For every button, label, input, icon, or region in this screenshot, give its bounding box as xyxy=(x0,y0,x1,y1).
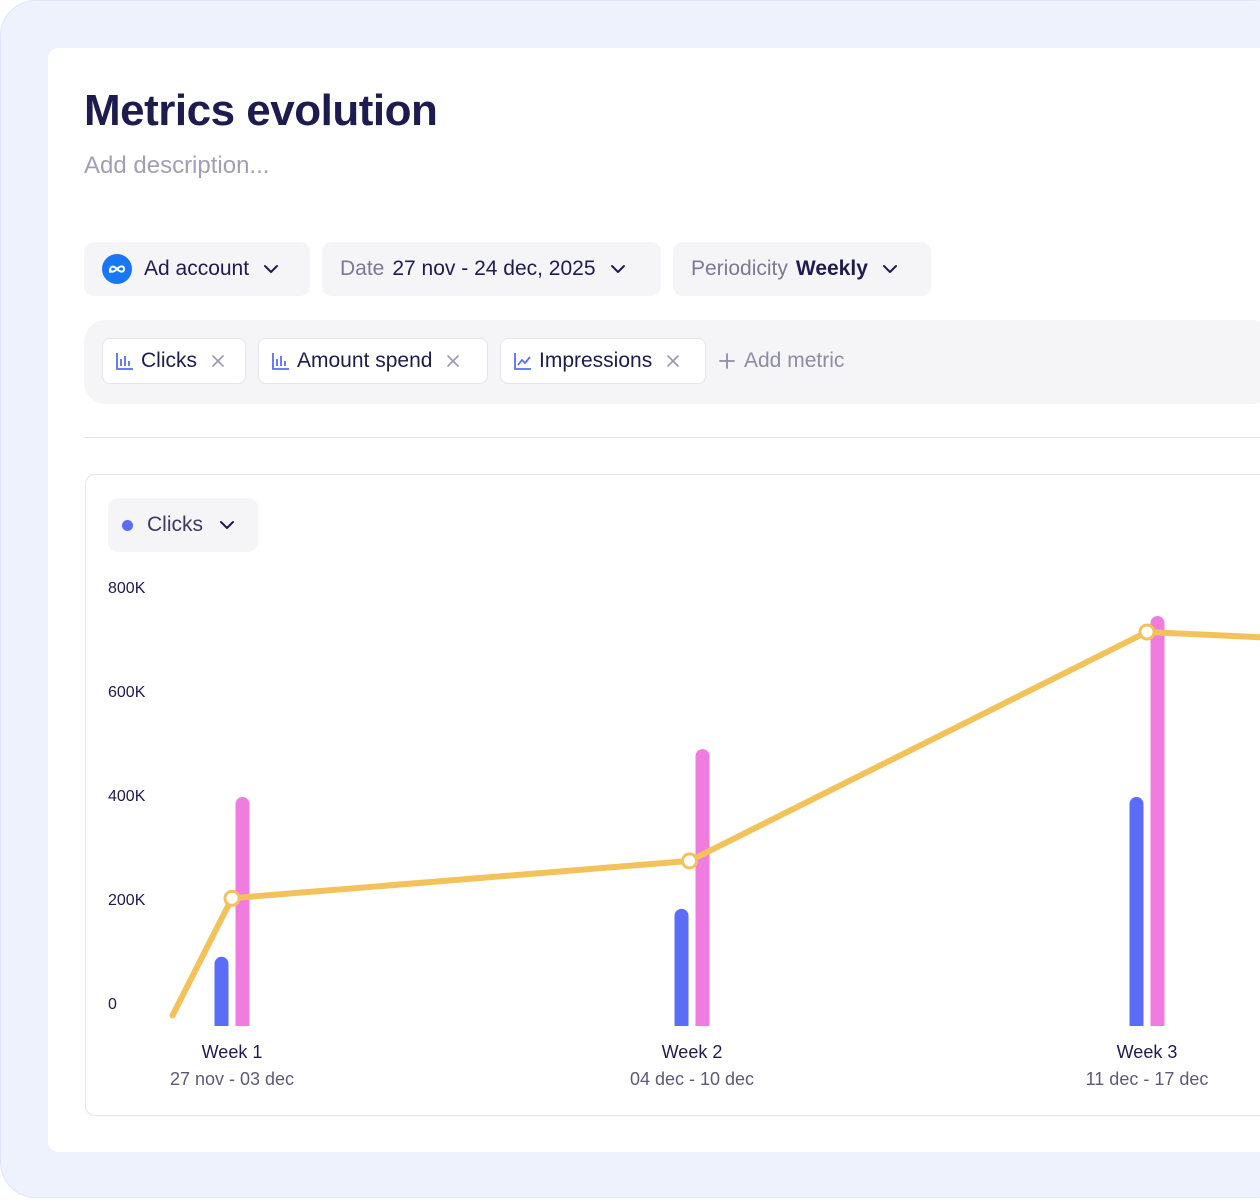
x-category-week-3: Week 3 11 dec - 17 dec xyxy=(1047,1042,1247,1090)
plus-icon xyxy=(718,352,736,370)
periodicity-dropdown[interactable]: Periodicity Weekly xyxy=(673,242,931,296)
date-value: 27 nov - 24 dec, 2025 xyxy=(392,257,596,280)
chevron-down-icon xyxy=(882,264,898,274)
metric-chip-label: Amount spend xyxy=(297,349,433,372)
chevron-down-icon xyxy=(219,520,235,530)
bar-amount-spend-3 xyxy=(1150,615,1165,1032)
chevron-down-icon xyxy=(263,264,279,274)
x-tick-label: Week 2 xyxy=(661,1042,723,1062)
series-dropdown[interactable]: Clicks xyxy=(108,498,258,552)
line-impressions xyxy=(169,628,1260,1019)
close-icon[interactable] xyxy=(666,354,680,368)
metric-chip-label: Clicks xyxy=(141,349,197,372)
x-tick-label: Week 1 xyxy=(201,1042,263,1062)
baseline-mask xyxy=(150,1026,1250,1036)
y-tick-label: 200K xyxy=(108,892,146,909)
x-category-week-2: Week 2 04 dec - 10 dec xyxy=(592,1042,792,1090)
y-tick-label: 0 xyxy=(108,996,117,1013)
line-point-impressions-1[interactable] xyxy=(223,889,241,907)
add-metric-button[interactable]: Add metric xyxy=(718,338,844,384)
metric-chip-amount-spend[interactable]: Amount spend xyxy=(258,338,488,384)
bar-amount-spend-1 xyxy=(235,797,250,1032)
x-tick-label: Week 3 xyxy=(1116,1042,1178,1062)
add-metric-label: Add metric xyxy=(744,349,845,372)
meta-logo-icon xyxy=(102,254,132,284)
date-range-dropdown[interactable]: Date 27 nov - 24 dec, 2025 xyxy=(322,242,661,296)
close-icon[interactable] xyxy=(446,354,460,368)
divider xyxy=(84,437,1260,438)
bar-amount-spend-2 xyxy=(695,749,710,1032)
y-tick-label: 800K xyxy=(108,580,146,597)
bar-chart-icon xyxy=(271,351,291,371)
y-tick-label: 600K xyxy=(108,684,146,701)
x-tick-range: 11 dec - 17 dec xyxy=(1085,1069,1209,1089)
line-point-impressions-3[interactable] xyxy=(1138,623,1156,641)
chevron-down-icon xyxy=(610,264,626,274)
page-title: Metrics evolution xyxy=(84,86,438,135)
date-label: Date xyxy=(340,257,385,280)
bar-clicks-1 xyxy=(214,956,229,1032)
ad-account-dropdown[interactable]: Ad account xyxy=(84,242,310,296)
ad-account-label: Ad account xyxy=(144,257,250,280)
line-point-impressions-2[interactable] xyxy=(681,852,698,870)
x-category-week-1: Week 1 27 nov - 03 dec xyxy=(132,1042,332,1090)
periodicity-label: Periodicity xyxy=(691,257,788,280)
bar-chart-icon xyxy=(115,351,135,371)
metric-chip-clicks[interactable]: Clicks xyxy=(102,338,246,384)
bar-clicks-3 xyxy=(1129,797,1144,1032)
series-color-dot xyxy=(122,519,133,531)
x-tick-range: 27 nov - 03 dec xyxy=(169,1069,295,1089)
line-chart-icon xyxy=(513,351,533,371)
description-input[interactable]: Add description... xyxy=(84,152,270,179)
series-dropdown-label: Clicks xyxy=(147,513,203,536)
metric-chip-impressions[interactable]: Impressions xyxy=(500,338,706,384)
chart-card xyxy=(85,474,1260,1116)
bar-clicks-2 xyxy=(674,908,689,1032)
close-icon[interactable] xyxy=(211,354,225,368)
periodicity-value: Weekly xyxy=(795,257,868,280)
y-tick-label: 400K xyxy=(108,788,146,805)
metric-chip-label: Impressions xyxy=(539,349,653,372)
x-tick-range: 04 dec - 10 dec xyxy=(629,1069,755,1089)
